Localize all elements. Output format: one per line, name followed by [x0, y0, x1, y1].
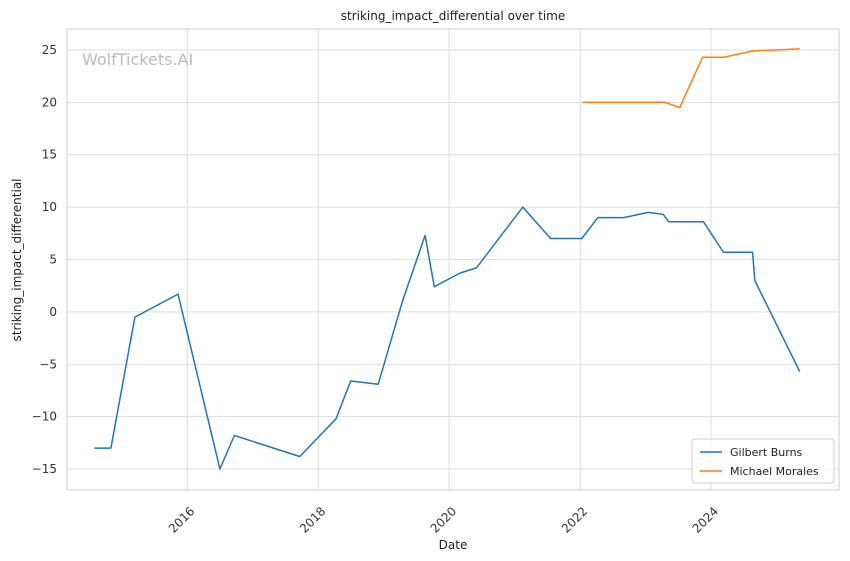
y-tick-label: 10 [42, 200, 57, 214]
series-line-michael-morales [582, 48, 800, 109]
y-axis-title: striking_impact_differential [10, 178, 24, 341]
legend-box [691, 438, 835, 484]
y-tick-label: −5 [39, 357, 57, 371]
series-line-gilbert-burns [94, 206, 801, 470]
y-tick-label: −15 [32, 462, 57, 476]
y-tick-label: 5 [49, 253, 57, 267]
chart-title: striking_impact_differential over time [341, 9, 566, 23]
y-tick-label: 25 [42, 43, 57, 57]
legend-entry: Gilbert Burns [730, 446, 803, 459]
y-tick-labels: −15 −10 −5 0 5 10 15 20 25 [32, 43, 57, 476]
y-tick-label: −10 [32, 410, 57, 424]
grid-lines [67, 29, 839, 490]
y-tick-label: 15 [42, 148, 57, 162]
series-layer [94, 48, 801, 470]
plot-frame [66, 28, 840, 491]
y-tick-label: 0 [49, 305, 57, 319]
x-axis-title: Date [439, 538, 468, 552]
y-tick-label: 20 [42, 95, 57, 109]
legend: Gilbert Burns Michael Morales [691, 438, 835, 484]
legend-entry: Michael Morales [730, 465, 819, 478]
watermark: WolfTickets.AI [82, 50, 193, 69]
